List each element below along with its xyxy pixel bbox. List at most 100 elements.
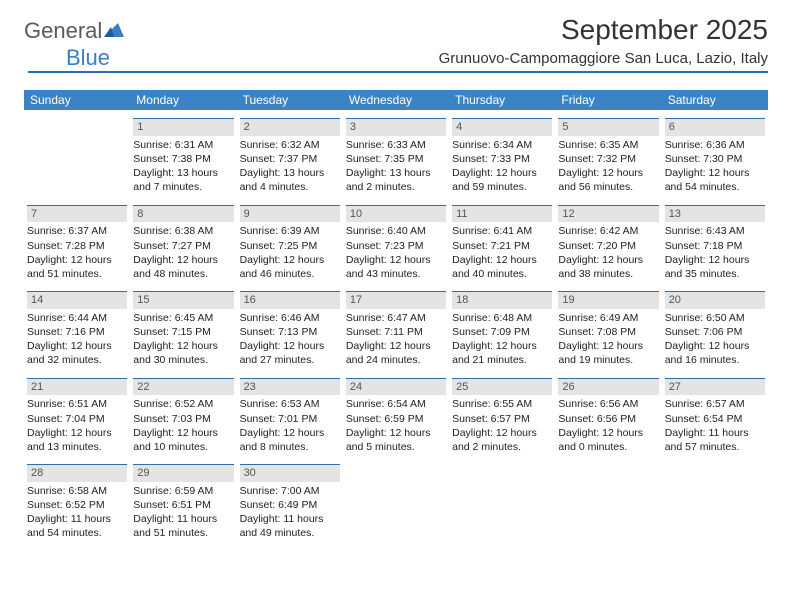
day-cell: 2Sunrise: 6:32 AMSunset: 7:37 PMDaylight…	[237, 118, 343, 197]
day-cell: 3Sunrise: 6:33 AMSunset: 7:35 PMDaylight…	[343, 118, 449, 197]
sunrise-text: Sunrise: 6:32 AM	[240, 138, 340, 152]
daylight-text: Daylight: 12 hours and 10 minutes.	[133, 426, 233, 454]
day-cell: 15Sunrise: 6:45 AMSunset: 7:15 PMDayligh…	[130, 291, 236, 370]
sunrise-text: Sunrise: 6:50 AM	[665, 311, 765, 325]
day-cell: 6Sunrise: 6:36 AMSunset: 7:30 PMDaylight…	[662, 118, 768, 197]
day-cell: 18Sunrise: 6:48 AMSunset: 7:09 PMDayligh…	[449, 291, 555, 370]
day-cell: 30Sunrise: 7:00 AMSunset: 6:49 PMDayligh…	[237, 464, 343, 543]
day-number: 27	[665, 378, 765, 396]
day-number: 7	[27, 205, 127, 223]
day-cell	[24, 118, 130, 197]
sunrise-text: Sunrise: 6:58 AM	[27, 484, 127, 498]
daylight-text: Daylight: 13 hours and 7 minutes.	[133, 166, 233, 194]
day-cell: 8Sunrise: 6:38 AMSunset: 7:27 PMDaylight…	[130, 205, 236, 284]
dow-thursday: Thursday	[449, 90, 555, 110]
sunset-text: Sunset: 7:33 PM	[452, 152, 552, 166]
sunrise-text: Sunrise: 6:55 AM	[452, 397, 552, 411]
sunrise-text: Sunrise: 6:40 AM	[346, 224, 446, 238]
daylight-text: Daylight: 12 hours and 46 minutes.	[240, 253, 340, 281]
day-cell: 28Sunrise: 6:58 AMSunset: 6:52 PMDayligh…	[24, 464, 130, 543]
day-cell: 22Sunrise: 6:52 AMSunset: 7:03 PMDayligh…	[130, 378, 236, 457]
week-row: 21Sunrise: 6:51 AMSunset: 7:04 PMDayligh…	[24, 378, 768, 457]
sunset-text: Sunset: 7:38 PM	[133, 152, 233, 166]
day-number: 28	[27, 464, 127, 482]
month-title: September 2025	[28, 14, 768, 46]
sunset-text: Sunset: 6:54 PM	[665, 412, 765, 426]
sunset-text: Sunset: 6:59 PM	[346, 412, 446, 426]
daylight-text: Daylight: 12 hours and 32 minutes.	[27, 339, 127, 367]
sunset-text: Sunset: 7:06 PM	[665, 325, 765, 339]
sunset-text: Sunset: 7:08 PM	[558, 325, 658, 339]
day-cell: 11Sunrise: 6:41 AMSunset: 7:21 PMDayligh…	[449, 205, 555, 284]
day-cell: 24Sunrise: 6:54 AMSunset: 6:59 PMDayligh…	[343, 378, 449, 457]
sunset-text: Sunset: 7:16 PM	[27, 325, 127, 339]
day-number: 26	[558, 378, 658, 396]
day-number: 19	[558, 291, 658, 309]
daylight-text: Daylight: 11 hours and 51 minutes.	[133, 512, 233, 540]
sunrise-text: Sunrise: 7:00 AM	[240, 484, 340, 498]
daylight-text: Daylight: 12 hours and 2 minutes.	[452, 426, 552, 454]
sunrise-text: Sunrise: 6:37 AM	[27, 224, 127, 238]
sunset-text: Sunset: 7:09 PM	[452, 325, 552, 339]
day-number: 25	[452, 378, 552, 396]
day-cell: 29Sunrise: 6:59 AMSunset: 6:51 PMDayligh…	[130, 464, 236, 543]
dow-wednesday: Wednesday	[343, 90, 449, 110]
day-number: 17	[346, 291, 446, 309]
day-cell: 23Sunrise: 6:53 AMSunset: 7:01 PMDayligh…	[237, 378, 343, 457]
day-number: 6	[665, 118, 765, 136]
day-cell	[555, 464, 661, 543]
daylight-text: Daylight: 12 hours and 24 minutes.	[346, 339, 446, 367]
day-cell: 13Sunrise: 6:43 AMSunset: 7:18 PMDayligh…	[662, 205, 768, 284]
dow-tuesday: Tuesday	[237, 90, 343, 110]
sunrise-text: Sunrise: 6:35 AM	[558, 138, 658, 152]
daylight-text: Daylight: 12 hours and 5 minutes.	[346, 426, 446, 454]
sunrise-text: Sunrise: 6:48 AM	[452, 311, 552, 325]
sunset-text: Sunset: 6:49 PM	[240, 498, 340, 512]
sunrise-text: Sunrise: 6:43 AM	[665, 224, 765, 238]
sunset-text: Sunset: 7:32 PM	[558, 152, 658, 166]
daylight-text: Daylight: 12 hours and 59 minutes.	[452, 166, 552, 194]
sunset-text: Sunset: 7:04 PM	[27, 412, 127, 426]
dow-monday: Monday	[130, 90, 236, 110]
calendar-grid: SundayMondayTuesdayWednesdayThursdayFrid…	[24, 90, 768, 543]
sunrise-text: Sunrise: 6:41 AM	[452, 224, 552, 238]
day-number: 9	[240, 205, 340, 223]
sunrise-text: Sunrise: 6:56 AM	[558, 397, 658, 411]
dow-saturday: Saturday	[662, 90, 768, 110]
day-cell: 4Sunrise: 6:34 AMSunset: 7:33 PMDaylight…	[449, 118, 555, 197]
day-number: 16	[240, 291, 340, 309]
daylight-text: Daylight: 12 hours and 8 minutes.	[240, 426, 340, 454]
sunset-text: Sunset: 7:23 PM	[346, 239, 446, 253]
sunrise-text: Sunrise: 6:39 AM	[240, 224, 340, 238]
week-row: 28Sunrise: 6:58 AMSunset: 6:52 PMDayligh…	[24, 464, 768, 543]
daylight-text: Daylight: 12 hours and 43 minutes.	[346, 253, 446, 281]
day-cell: 1Sunrise: 6:31 AMSunset: 7:38 PMDaylight…	[130, 118, 236, 197]
sunset-text: Sunset: 7:20 PM	[558, 239, 658, 253]
sunrise-text: Sunrise: 6:49 AM	[558, 311, 658, 325]
sunset-text: Sunset: 7:03 PM	[133, 412, 233, 426]
sunrise-text: Sunrise: 6:51 AM	[27, 397, 127, 411]
day-cell: 17Sunrise: 6:47 AMSunset: 7:11 PMDayligh…	[343, 291, 449, 370]
daylight-text: Daylight: 12 hours and 35 minutes.	[665, 253, 765, 281]
sunset-text: Sunset: 7:11 PM	[346, 325, 446, 339]
sunrise-text: Sunrise: 6:57 AM	[665, 397, 765, 411]
day-number: 5	[558, 118, 658, 136]
sunrise-text: Sunrise: 6:53 AM	[240, 397, 340, 411]
sunrise-text: Sunrise: 6:59 AM	[133, 484, 233, 498]
day-cell	[449, 464, 555, 543]
week-row: 14Sunrise: 6:44 AMSunset: 7:16 PMDayligh…	[24, 291, 768, 370]
location-subtitle: Grunuovo-Campomaggiore San Luca, Lazio, …	[28, 50, 768, 73]
daylight-text: Daylight: 12 hours and 48 minutes.	[133, 253, 233, 281]
daylight-text: Daylight: 12 hours and 19 minutes.	[558, 339, 658, 367]
sunset-text: Sunset: 7:25 PM	[240, 239, 340, 253]
day-number: 18	[452, 291, 552, 309]
day-number: 10	[346, 205, 446, 223]
day-cell: 7Sunrise: 6:37 AMSunset: 7:28 PMDaylight…	[24, 205, 130, 284]
day-number: 2	[240, 118, 340, 136]
day-number: 22	[133, 378, 233, 396]
dow-sunday: Sunday	[24, 90, 130, 110]
daylight-text: Daylight: 12 hours and 27 minutes.	[240, 339, 340, 367]
day-cell	[662, 464, 768, 543]
day-cell: 14Sunrise: 6:44 AMSunset: 7:16 PMDayligh…	[24, 291, 130, 370]
daylight-text: Daylight: 12 hours and 16 minutes.	[665, 339, 765, 367]
